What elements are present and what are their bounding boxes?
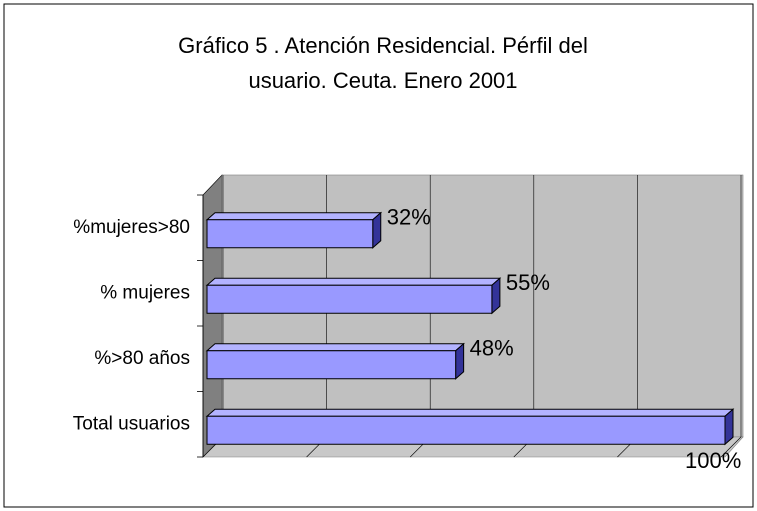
bar-front [206,415,726,445]
bar-top [205,277,502,286]
bar-front [206,284,493,314]
bar [205,342,465,380]
bar-top [205,212,383,221]
chart-subtitle: usuario. Ceuta. Enero 2001 [248,68,517,93]
bar-top [205,408,735,417]
bar-top [205,343,465,352]
bar [205,211,383,249]
bar [205,408,735,446]
y-tick-label: Total usuarios [73,413,190,434]
data-label: 48% [470,336,514,361]
chart-title: Gráfico 5 . Atención Residencial. Pérfil… [178,33,588,58]
y-tick-label: % mujeres [100,282,190,303]
bar [205,277,502,315]
floor-grid-line [720,436,742,458]
data-label: 55% [506,270,550,295]
bar-front [206,219,374,249]
y-tick-label: %>80 años [94,348,190,369]
data-label: 32% [387,205,431,230]
data-label: 100% [685,448,741,473]
bar-front [206,350,457,380]
y-tick-label: %mujeres>80 [73,217,190,238]
